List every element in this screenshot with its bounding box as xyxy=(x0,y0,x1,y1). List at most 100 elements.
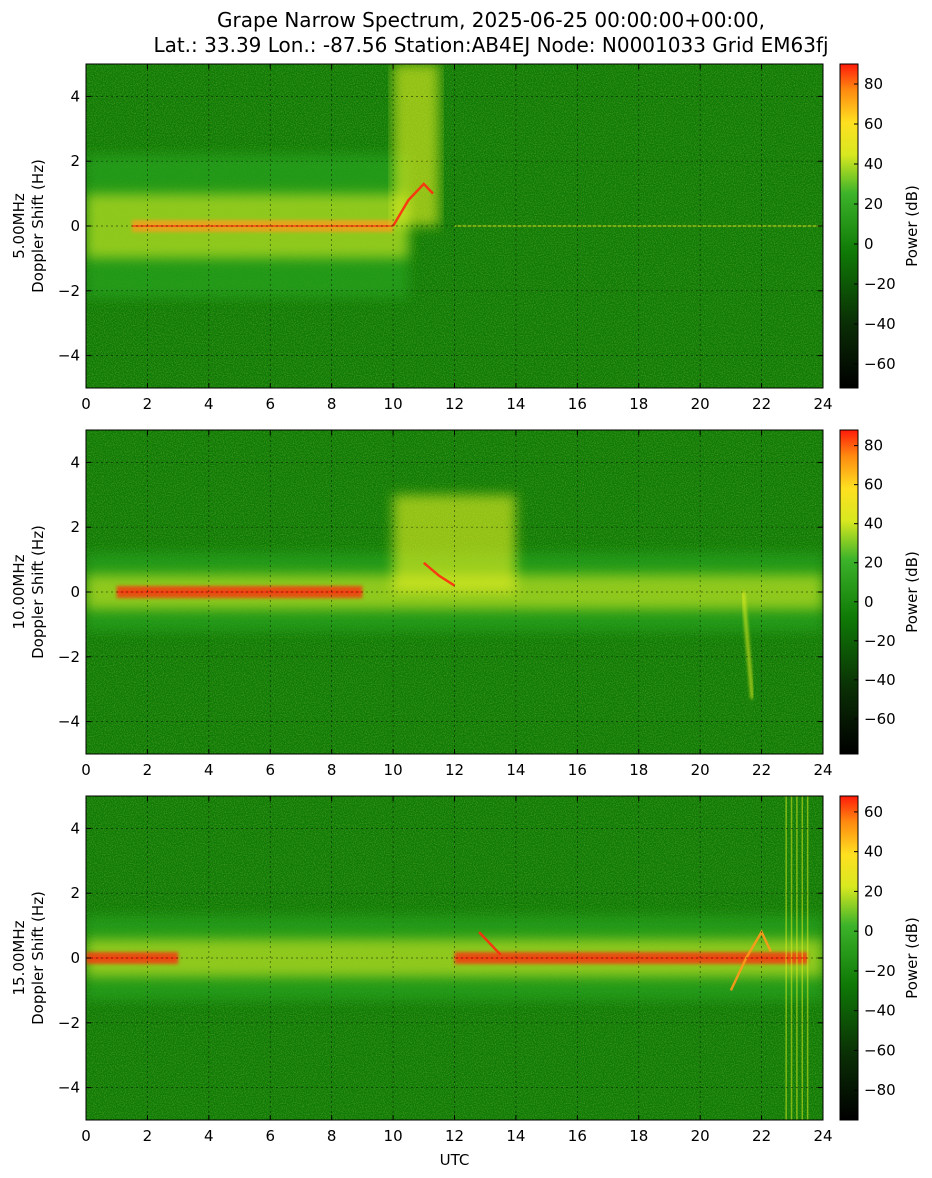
y-tick-label: 0 xyxy=(70,583,80,601)
colorbar-tick-label: −40 xyxy=(864,1002,896,1020)
x-tick-label: 22 xyxy=(752,761,771,779)
plot-area-3 xyxy=(86,796,823,1120)
x-tick-label: 4 xyxy=(204,761,214,779)
colorbar-tick-label: 80 xyxy=(864,75,883,93)
colorbar-tick-label: −60 xyxy=(864,1041,896,1059)
x-tick-label: 20 xyxy=(691,761,710,779)
x-tick-label: 8 xyxy=(327,1127,337,1145)
x-tick-label: 12 xyxy=(445,761,464,779)
doppler-plume xyxy=(393,64,440,226)
colorbar-tick-label: −40 xyxy=(864,671,896,689)
x-tick-label: 8 xyxy=(327,395,337,413)
doppler-trace xyxy=(478,931,502,956)
y-tick-label: −4 xyxy=(58,713,80,731)
x-tick-label: 6 xyxy=(265,761,275,779)
x-tick-label: 16 xyxy=(568,1127,587,1145)
x-tick-label: 14 xyxy=(506,761,525,779)
colorbar-tick-label: 20 xyxy=(864,882,883,900)
x-tick-label: 8 xyxy=(327,761,337,779)
x-tick-label: 16 xyxy=(568,395,587,413)
x-tick-label: 18 xyxy=(629,761,648,779)
y-tick-label: 4 xyxy=(70,819,80,837)
x-tick-label: 14 xyxy=(506,395,525,413)
doppler-trace xyxy=(392,182,434,227)
x-tick-label: 24 xyxy=(813,1127,832,1145)
x-tick-label: 0 xyxy=(81,761,91,779)
x-tick-label: 0 xyxy=(81,395,91,413)
colorbar-tick-label: −60 xyxy=(864,710,896,728)
y-tick-label: −2 xyxy=(58,1014,80,1032)
y-tick-label: −2 xyxy=(58,282,80,300)
colorbar xyxy=(839,795,859,1121)
x-tick-label: 12 xyxy=(445,1127,464,1145)
colorbar-label: Power (dB) xyxy=(903,551,921,633)
x-tick-label: 22 xyxy=(752,1127,771,1145)
frequency-label: 5.00MHz xyxy=(10,193,28,259)
colorbar-tick-label: 80 xyxy=(864,437,883,455)
y-tick-label: 4 xyxy=(70,453,80,471)
colorbar-tick-label: 20 xyxy=(864,195,883,213)
x-tick-label: 2 xyxy=(143,761,153,779)
y-tick-label: 4 xyxy=(70,87,80,105)
x-tick-label: 10 xyxy=(384,395,403,413)
colorbar-tick-label: −80 xyxy=(864,1081,896,1099)
figure-title-line-1: Grape Narrow Spectrum, 2025-06-25 00:00:… xyxy=(217,8,765,32)
y-tick-label: 2 xyxy=(70,152,80,170)
colorbar-tick-label: 0 xyxy=(864,922,874,940)
colorbar-label: Power (dB) xyxy=(903,185,921,267)
doppler-trace xyxy=(729,929,772,991)
x-tick-label: 16 xyxy=(568,761,587,779)
x-tick-label: 2 xyxy=(143,395,153,413)
colorbar-tick-label: 60 xyxy=(864,476,883,494)
doppler-trace xyxy=(422,561,456,587)
colorbar-tick-label: 40 xyxy=(864,843,883,861)
y-tick-label: 0 xyxy=(70,217,80,235)
y-tick-label: −2 xyxy=(58,648,80,666)
y-axis-label: Doppler Shift (Hz) xyxy=(29,525,47,659)
x-tick-label: 24 xyxy=(813,761,832,779)
y-axis-label: Doppler Shift (Hz) xyxy=(29,159,47,293)
x-tick-label: 20 xyxy=(691,1127,710,1145)
x-tick-label: 20 xyxy=(691,395,710,413)
colorbar-tick-label: −20 xyxy=(864,275,896,293)
x-tick-label: 10 xyxy=(384,761,403,779)
colorbar xyxy=(839,63,859,389)
colorbar-tick-label: 40 xyxy=(864,515,883,533)
figure-title-line-2: Lat.: 33.39 Lon.: -87.56 Station:AB4EJ N… xyxy=(153,33,828,57)
colorbar-tick-label: 0 xyxy=(864,593,874,611)
frequency-label: 15.00MHz xyxy=(10,920,28,995)
colorbar-tick-label: 20 xyxy=(864,554,883,572)
x-tick-label: 10 xyxy=(384,1127,403,1145)
x-tick-label: 22 xyxy=(752,395,771,413)
y-tick-label: 0 xyxy=(70,949,80,967)
y-tick-label: −4 xyxy=(58,1079,80,1097)
colorbar-tick-label: −20 xyxy=(864,962,896,980)
colorbar-tick-label: 60 xyxy=(864,803,883,821)
colorbar-label: Power (dB) xyxy=(903,917,921,999)
x-tick-label: 18 xyxy=(629,1127,648,1145)
plot-area-2 xyxy=(86,430,823,754)
x-tick-label: 0 xyxy=(81,1127,91,1145)
x-tick-label: 6 xyxy=(265,395,275,413)
colorbar-tick-label: −40 xyxy=(864,315,896,333)
x-tick-label: 4 xyxy=(204,1127,214,1145)
colorbar-tick-label: −60 xyxy=(864,355,896,373)
colorbar-tick-label: 0 xyxy=(864,235,874,253)
y-tick-label: −4 xyxy=(58,347,80,365)
y-tick-label: 2 xyxy=(70,884,80,902)
y-tick-label: 2 xyxy=(70,518,80,536)
x-axis-label: UTC xyxy=(440,1151,470,1169)
x-tick-label: 6 xyxy=(265,1127,275,1145)
x-tick-label: 24 xyxy=(813,395,832,413)
x-tick-label: 12 xyxy=(445,395,464,413)
x-tick-label: 18 xyxy=(629,395,648,413)
colorbar xyxy=(839,429,859,755)
frequency-label: 10.00MHz xyxy=(10,554,28,629)
colorbar-tick-label: 40 xyxy=(864,155,883,173)
y-axis-label: Doppler Shift (Hz) xyxy=(29,891,47,1025)
